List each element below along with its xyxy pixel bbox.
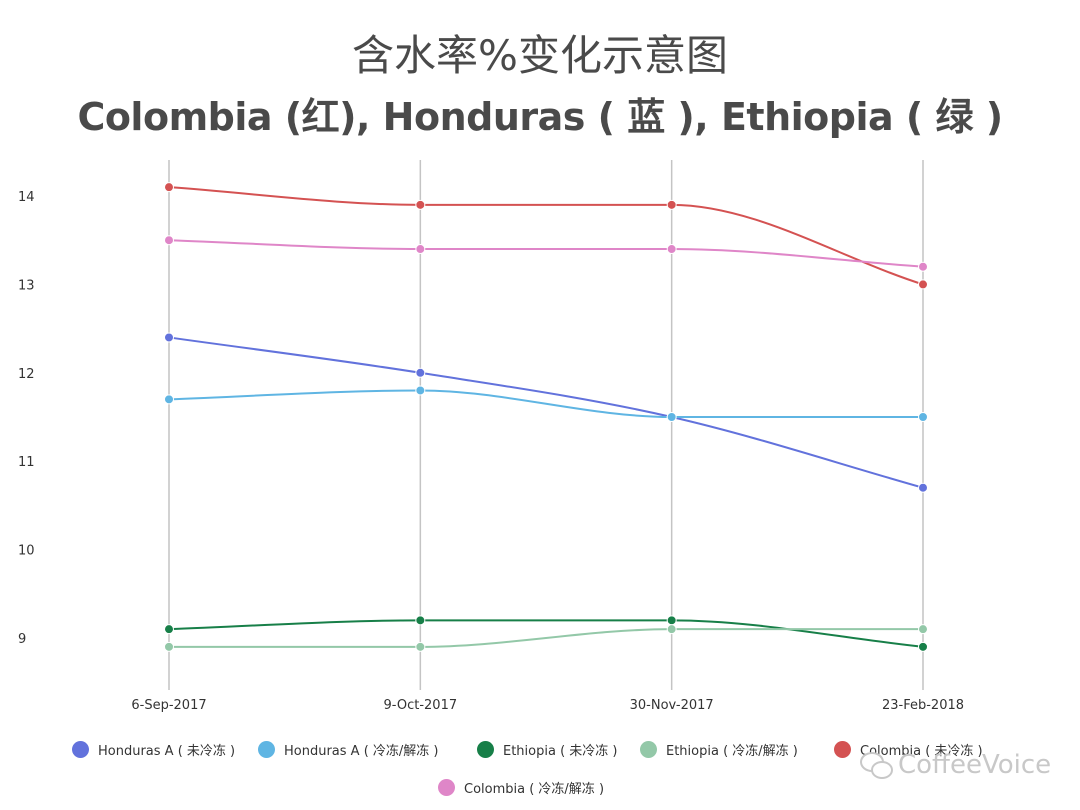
data-point [164, 641, 174, 652]
legend-label: Colombia ( 未冷冻 ) [860, 744, 983, 759]
legend-item: Ethiopia ( 冷冻/解冻 ) [640, 740, 798, 759]
series-line [168, 628, 924, 648]
legend-item: Ethiopia ( 未冷冻 ) [477, 740, 618, 759]
series-line [168, 186, 924, 286]
legend-label: Colombia ( 冷冻/解冻 ) [464, 782, 605, 797]
data-point [415, 244, 426, 255]
legend-marker [640, 741, 657, 758]
series-line [168, 619, 924, 648]
data-point [164, 394, 174, 405]
legend-marker [438, 779, 455, 796]
y-tick-label: 14 [18, 190, 35, 205]
data-point [666, 412, 677, 422]
data-point [415, 615, 426, 626]
x-tick-label: 23-Feb-2018 [882, 698, 964, 713]
y-tick-label: 13 [18, 278, 35, 293]
y-tick-label: 9 [18, 632, 26, 647]
watermark: CoffeeVoice [858, 750, 1051, 780]
series-line [168, 336, 924, 489]
data-point [415, 199, 426, 210]
series-line [168, 239, 924, 268]
y-tick-label: 12 [18, 367, 35, 382]
data-point [666, 244, 677, 255]
legend-label: Ethiopia ( 未冷冻 ) [503, 744, 618, 759]
legend-item: Colombia ( 冷冻/解冻 ) [438, 778, 604, 797]
legend-label: Ethiopia ( 冷冻/解冻 ) [666, 744, 798, 759]
legend-marker [477, 741, 494, 758]
data-point [918, 412, 928, 422]
chart-subtitle: Colombia (红), Honduras ( 蓝 ), Ethiopia (… [77, 95, 1003, 139]
x-tick-label: 30-Nov-2017 [630, 698, 714, 713]
x-tick-label: 6-Sep-2017 [131, 698, 206, 713]
data-point [164, 332, 174, 343]
data-point [918, 279, 928, 290]
series-line [168, 389, 923, 419]
data-point [918, 624, 928, 635]
chat-bubbles-icon [858, 750, 894, 780]
watermark-text: CoffeeVoice [898, 750, 1052, 780]
data-point [666, 624, 677, 635]
chart-title: 含水率%变化示意图 [352, 31, 728, 80]
legend-marker [834, 741, 851, 758]
data-point [918, 261, 928, 272]
data-point [666, 615, 677, 626]
legend-label: Honduras A ( 未冷冻 ) [98, 744, 236, 759]
data-point [666, 199, 677, 210]
legend-item: Colombia ( 未冷冻 ) [834, 740, 983, 759]
data-point [164, 624, 174, 635]
data-point [415, 385, 426, 396]
data-point [918, 482, 928, 493]
legend-marker [72, 741, 89, 758]
y-tick-label: 11 [18, 455, 35, 470]
legend-marker [258, 741, 275, 758]
legend-item: Honduras A ( 冷冻/解冻 ) [258, 740, 439, 759]
legend-item: Honduras A ( 未冷冻 ) [72, 740, 235, 759]
data-point [918, 641, 928, 652]
x-tick-label: 9-Oct-2017 [384, 698, 458, 713]
y-tick-label: 10 [18, 544, 35, 559]
data-point [164, 182, 174, 193]
data-point [415, 641, 426, 652]
data-point [415, 367, 426, 378]
data-point [164, 235, 174, 246]
legend-label: Honduras A ( 冷冻/解冻 ) [284, 744, 439, 759]
